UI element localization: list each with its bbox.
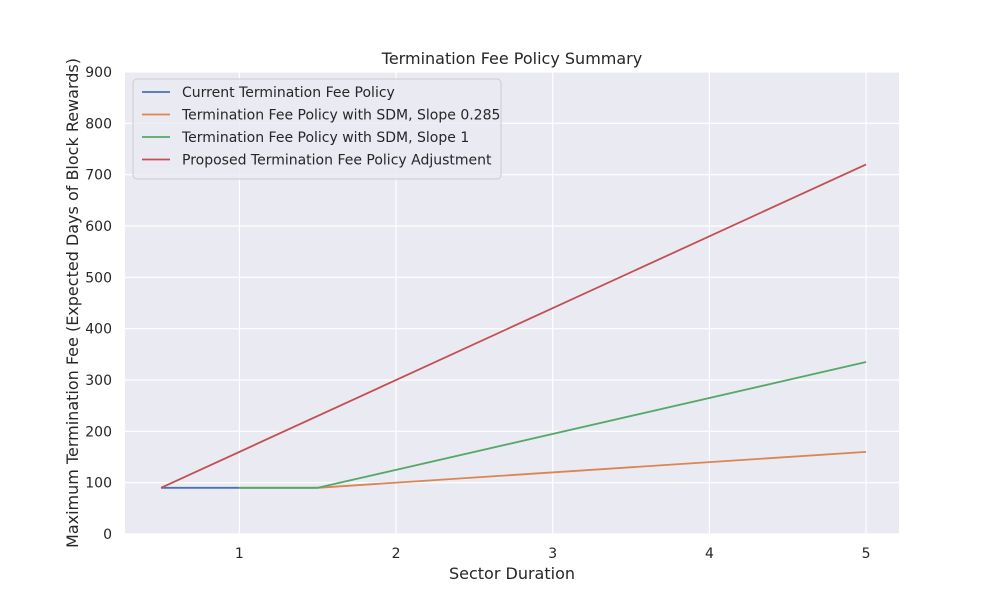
x-tick-label: 4 xyxy=(705,546,714,562)
series-line-3 xyxy=(239,361,867,489)
y-tick-label: 400 xyxy=(85,322,112,338)
x-tick-label: 2 xyxy=(392,546,401,562)
chart-title: Termination Fee Policy Summary xyxy=(381,49,642,68)
series-lines xyxy=(160,163,867,489)
y-tick-label: 0 xyxy=(103,527,112,543)
x-tick-label: 1 xyxy=(235,546,244,562)
gridlines xyxy=(125,71,899,535)
y-tick-label: 200 xyxy=(85,424,112,440)
y-tick-label: 300 xyxy=(85,373,112,389)
x-tick-label: 3 xyxy=(548,546,557,562)
tick-labels: 1 2 3 4 5 0 100 200 300 400 500 600 700 800 900 xyxy=(85,65,870,562)
legend-entry-1: Current Termination Fee Policy xyxy=(182,85,395,101)
y-tick-label: 800 xyxy=(85,116,112,132)
legend-entry-2: Termination Fee Policy with SDM, Slope 0… xyxy=(181,108,500,124)
y-tick-label: 600 xyxy=(85,219,112,235)
legend-entry-3: Termination Fee Policy with SDM, Slope 1 xyxy=(181,130,469,146)
y-tick-label: 700 xyxy=(85,168,112,184)
y-tick-label: 100 xyxy=(85,476,112,492)
y-tick-label: 900 xyxy=(85,65,112,81)
series-line-4 xyxy=(160,163,867,489)
y-axis-label: Maximum Termination Fee (Expected Days o… xyxy=(63,58,82,548)
legend: Current Termination Fee Policy Terminatio… xyxy=(132,78,502,180)
x-axis-label: Sector Duration xyxy=(449,564,575,583)
legend-box xyxy=(132,78,502,180)
legend-entry-4: Proposed Termination Fee Policy Adjustme… xyxy=(182,153,492,169)
x-tick-label: 5 xyxy=(862,546,871,562)
y-tick-label: 500 xyxy=(85,270,112,286)
